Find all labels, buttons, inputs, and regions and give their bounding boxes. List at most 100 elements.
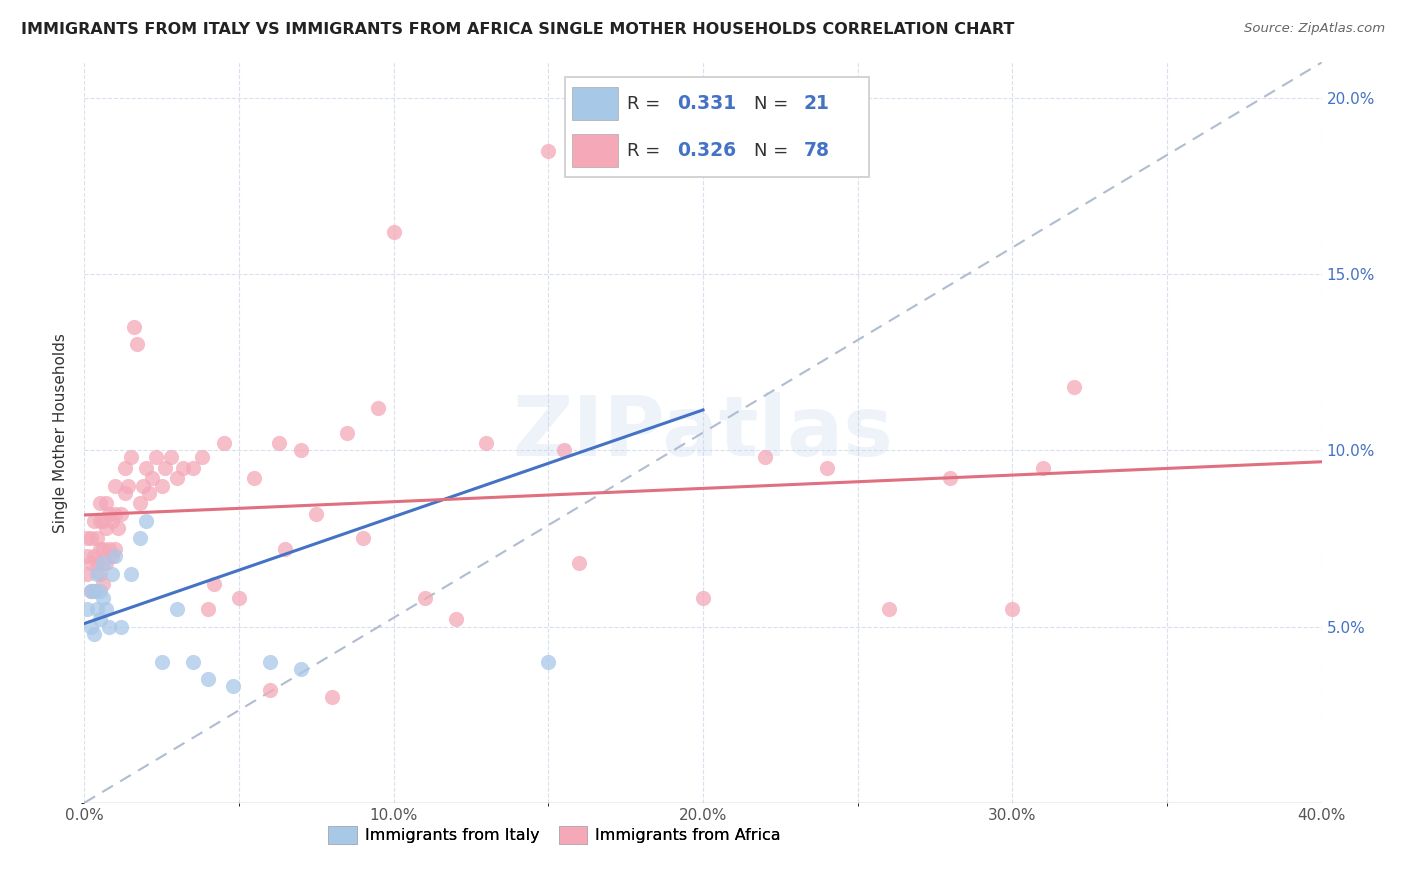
- Point: [222, 680, 245, 694]
- Point: [110, 507, 132, 521]
- Point: [98, 619, 121, 633]
- Point: [537, 144, 560, 158]
- Text: N =: N =: [754, 95, 794, 112]
- Point: [269, 436, 291, 450]
- Point: [129, 496, 152, 510]
- Point: [114, 461, 136, 475]
- Point: [166, 471, 188, 485]
- Legend: Immigrants from Italy, Immigrants from Africa: Immigrants from Italy, Immigrants from A…: [322, 819, 787, 850]
- Point: [76, 602, 98, 616]
- Point: [243, 471, 266, 485]
- Point: [475, 436, 498, 450]
- Point: [413, 591, 436, 606]
- Point: [160, 450, 183, 465]
- Point: [86, 532, 108, 546]
- Point: [104, 478, 127, 492]
- Point: [76, 549, 98, 563]
- Point: [94, 521, 117, 535]
- Point: [132, 478, 155, 492]
- Point: [101, 549, 124, 563]
- Point: [553, 443, 575, 458]
- Point: [89, 584, 111, 599]
- Point: [94, 556, 117, 570]
- Point: [129, 532, 152, 546]
- Point: [150, 655, 173, 669]
- Point: [83, 514, 105, 528]
- Point: [212, 436, 235, 450]
- Point: [382, 225, 405, 239]
- Point: [122, 319, 145, 334]
- Point: [91, 514, 114, 528]
- Point: [79, 619, 101, 633]
- Point: [290, 662, 312, 676]
- Point: [89, 612, 111, 626]
- Point: [181, 655, 204, 669]
- Point: [76, 532, 98, 546]
- Text: Source: ZipAtlas.com: Source: ZipAtlas.com: [1244, 22, 1385, 36]
- Point: [537, 655, 560, 669]
- Point: [86, 602, 108, 616]
- Point: [290, 443, 312, 458]
- Point: [877, 602, 900, 616]
- Point: [79, 532, 101, 546]
- Point: [89, 496, 111, 510]
- Point: [101, 514, 124, 528]
- Point: [91, 556, 114, 570]
- Text: R =: R =: [627, 95, 666, 112]
- Point: [1001, 602, 1024, 616]
- Point: [336, 425, 359, 440]
- Point: [89, 541, 111, 556]
- Point: [79, 584, 101, 599]
- Y-axis label: Single Mother Households: Single Mother Households: [52, 333, 67, 533]
- Point: [101, 566, 124, 581]
- Point: [79, 556, 101, 570]
- Point: [86, 566, 108, 581]
- Point: [191, 450, 214, 465]
- Point: [259, 655, 281, 669]
- Point: [107, 521, 129, 535]
- Point: [754, 450, 776, 465]
- Point: [91, 577, 114, 591]
- Point: [259, 683, 281, 698]
- Point: [98, 541, 121, 556]
- Point: [1063, 380, 1085, 394]
- Point: [228, 591, 250, 606]
- Point: [114, 485, 136, 500]
- Point: [444, 612, 467, 626]
- Point: [98, 507, 121, 521]
- Point: [83, 584, 105, 599]
- Point: [76, 566, 98, 581]
- Point: [94, 602, 117, 616]
- Point: [274, 541, 297, 556]
- Point: [91, 591, 114, 606]
- Text: R =: R =: [627, 142, 666, 160]
- Point: [86, 556, 108, 570]
- Point: [197, 602, 219, 616]
- Point: [83, 584, 105, 599]
- Text: IMMIGRANTS FROM ITALY VS IMMIGRANTS FROM AFRICA SINGLE MOTHER HOUSEHOLDS CORRELA: IMMIGRANTS FROM ITALY VS IMMIGRANTS FROM…: [21, 22, 1015, 37]
- Point: [1032, 461, 1054, 475]
- Point: [153, 461, 176, 475]
- Point: [117, 478, 139, 492]
- Point: [150, 478, 173, 492]
- Point: [583, 115, 606, 129]
- Point: [135, 514, 157, 528]
- Point: [197, 673, 219, 687]
- Point: [141, 471, 163, 485]
- Point: [104, 507, 127, 521]
- Point: [89, 514, 111, 528]
- Text: 0.326: 0.326: [676, 141, 735, 161]
- Point: [138, 485, 160, 500]
- Point: [202, 577, 225, 591]
- Point: [104, 541, 127, 556]
- Point: [166, 602, 188, 616]
- Point: [120, 566, 142, 581]
- Point: [104, 549, 127, 563]
- Point: [692, 591, 714, 606]
- Point: [815, 461, 838, 475]
- Text: 78: 78: [804, 141, 830, 161]
- FancyBboxPatch shape: [572, 87, 619, 120]
- FancyBboxPatch shape: [565, 77, 869, 178]
- Point: [367, 401, 389, 415]
- Point: [94, 496, 117, 510]
